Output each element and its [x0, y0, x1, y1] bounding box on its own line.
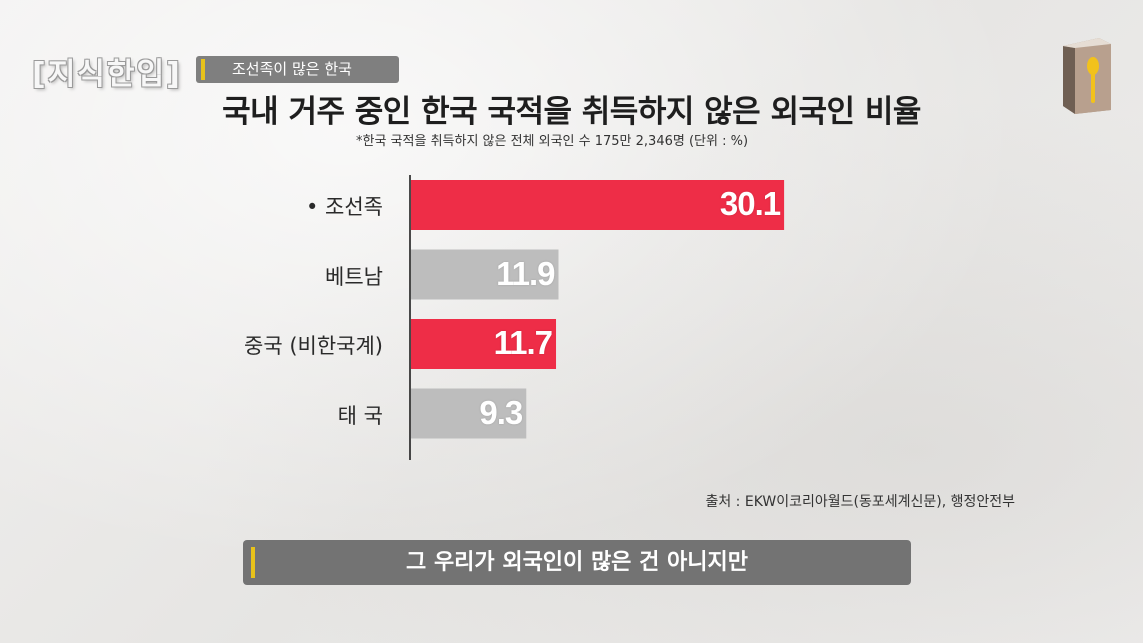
bar-2: [411, 319, 557, 369]
bar-3: [411, 388, 527, 439]
value-label: 30.1: [719, 185, 781, 222]
category-label: 중국 (비한국계): [244, 334, 383, 358]
chart-subtitle: *한국 국적을 취득하지 않은 전체 외국인 수 175만 2,346명 (단위…: [356, 134, 749, 149]
book-with-spoon-icon: [1063, 38, 1111, 114]
value-label: 11.9: [496, 254, 555, 292]
subtitle-caption-bar: 그 우리가 외국인이 많은 건 아니지만: [243, 540, 911, 585]
value-label: 9.3: [479, 393, 523, 431]
bar-1: [411, 249, 559, 300]
bar-0: [411, 180, 785, 230]
category-label: 태 국: [337, 403, 383, 428]
chart-title: 국내 거주 중인 한국 국적을 취득하지 않은 외국인 비율: [222, 94, 921, 130]
category-label: 베트남: [325, 264, 383, 289]
source-note: 출처 : EKW이코리아월드(동포세계신문), 행정안전부: [705, 494, 1015, 510]
topic-tag: 조선족이 많은 한국: [196, 56, 399, 83]
value-label: 11.7: [493, 324, 553, 361]
category-label: • 조선족: [305, 195, 383, 219]
caption-text: 그 우리가 외국인이 많은 건 아니지만: [406, 550, 748, 575]
channel-logo: [지식한입]: [32, 57, 182, 92]
topic-tag-label: 조선족이 많은 한국: [232, 60, 352, 78]
